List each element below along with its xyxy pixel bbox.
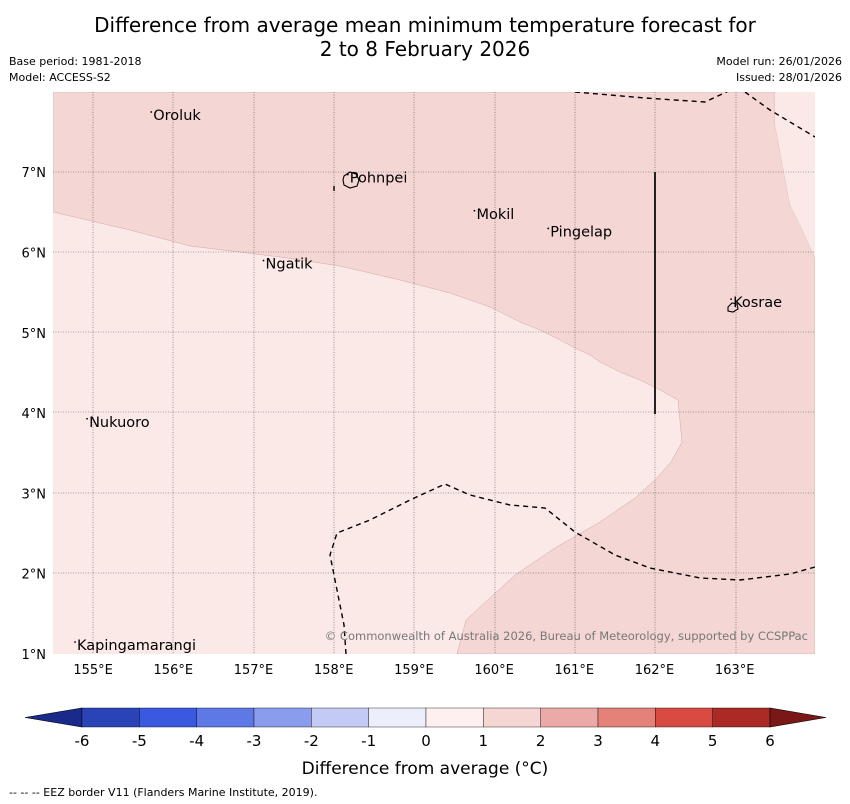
place-label: Kosrae [733,295,782,311]
lat-label: 3°N [22,487,47,502]
meta-left: Base period: 1981-2018 Model: ACCESS-S2 [9,54,141,86]
place-marker [730,298,732,301]
issued-date: Issued: 28/01/2026 [735,71,842,84]
colorbar-extend-high [769,707,827,728]
colorbar-segment [81,707,140,728]
colorbar-segment [253,707,312,728]
colorbar-segment [655,707,713,728]
lon-label: 155°E [73,663,113,678]
colorbar-tick-label: 5 [708,732,718,750]
place-marker [150,111,153,113]
colorbar-tick-label: -3 [247,732,262,750]
place-labels: Oroluk Pohnpei Mokil Pingelap Ngatik Kosrae Nu… [74,108,782,654]
colorbar-tick-label: 6 [765,732,775,750]
title-line-2: 2 to 8 February 2026 [319,37,531,61]
colorbar-tick-label: -2 [304,732,319,750]
lat-label: 7°N [22,166,47,181]
chart-title: Difference from average mean minimum tem… [0,13,850,61]
lon-label: 160°E [474,663,514,678]
model-run: Model run: 26/01/2026 [716,55,842,68]
eez-border-north [574,92,815,138]
colorbar-label: Difference from average (°C) [302,759,549,779]
eez-border-south [329,483,815,654]
lat-label: 4°N [22,407,47,422]
colorbar-tick-label: 0 [421,732,431,750]
lon-label: 163°E [715,663,755,678]
eez-footnote: -- -- -- EEZ border V11 (Flanders Marine… [9,786,318,799]
colorbar-segment [196,707,255,728]
place-label: Pingelap [550,224,612,240]
lat-label: 5°N [22,327,47,342]
lat-label: 2°N [22,568,47,583]
map-area: Oroluk Pohnpei Mokil Pingelap Ngatik Kosrae Nu… [53,92,815,654]
lat-axis: 7°N 6°N 5°N 4°N 3°N 2°N 1°N [22,166,47,663]
meta-right: Model run: 26/01/2026 Issued: 28/01/2026 [716,54,842,86]
lon-axis: 155°E 156°E 157°E 158°E 159°E 160°E 161°E 162°E… [73,663,754,678]
anomaly-band-1-2-north [53,92,815,654]
colorbar-tick-label: -4 [189,732,204,750]
colorbar-ticks: -6 -5 -4 -3 -2 -1 0 1 2 3 4 5 6 [75,732,775,750]
colorbar-segment [597,707,656,728]
model-name: Model: ACCESS-S2 [9,71,111,84]
place-label: Kapingamarangi [77,638,196,654]
colorbar-tick-label: -5 [132,732,147,750]
lon-label: 157°E [234,663,274,678]
place-marker [473,209,476,212]
lon-label: 161°E [555,663,595,678]
colorbar-segment [311,707,369,728]
colorbar-tick-label: 3 [593,732,603,750]
graticule [53,92,815,654]
colorbar-segment [712,707,771,728]
colorbar-segment [425,707,484,728]
colorbar-tick-label: -1 [361,732,376,750]
place-label: Ngatik [266,257,314,273]
place-marker [74,641,76,643]
anomaly-band-1-2-east-edge [775,92,815,258]
place-label: Oroluk [153,108,201,124]
lon-label: 159°E [394,663,434,678]
colorbar-tick-label: -6 [75,732,90,750]
place-marker [262,259,265,262]
colorbar-extend-low [24,707,83,728]
lon-label: 158°E [314,663,354,678]
colorbar-tick-label: 2 [536,732,546,750]
place-marker [86,417,88,420]
kosrae-outline [727,302,739,313]
copyright-text: © Commonwealth of Australia 2026, Bureau… [325,629,808,643]
title-line-1: Difference from average mean minimum tem… [94,13,756,37]
lat-label: 6°N [22,247,47,262]
place-label: Mokil [476,207,514,223]
colorbar-segment [139,707,197,728]
base-period: Base period: 1981-2018 [9,55,142,68]
lon-label: 156°E [154,663,194,678]
colorbar-tick-label: 1 [479,732,489,750]
place-label: Pohnpei [350,171,408,187]
colorbar-segment [368,707,427,728]
islands [342,171,739,313]
lon-label: 162°E [635,663,675,678]
colorbar-segment [483,707,541,728]
lat-label: 1°N [22,648,47,663]
colorbar [24,707,827,728]
eez-borders [329,92,815,654]
colorbar-segment [540,707,599,728]
place-marker [547,227,550,230]
colorbar-tick-label: 4 [651,732,661,750]
place-label: Nukuoro [89,415,150,431]
place-marker [346,173,349,176]
pohnpei-outline [342,171,360,189]
